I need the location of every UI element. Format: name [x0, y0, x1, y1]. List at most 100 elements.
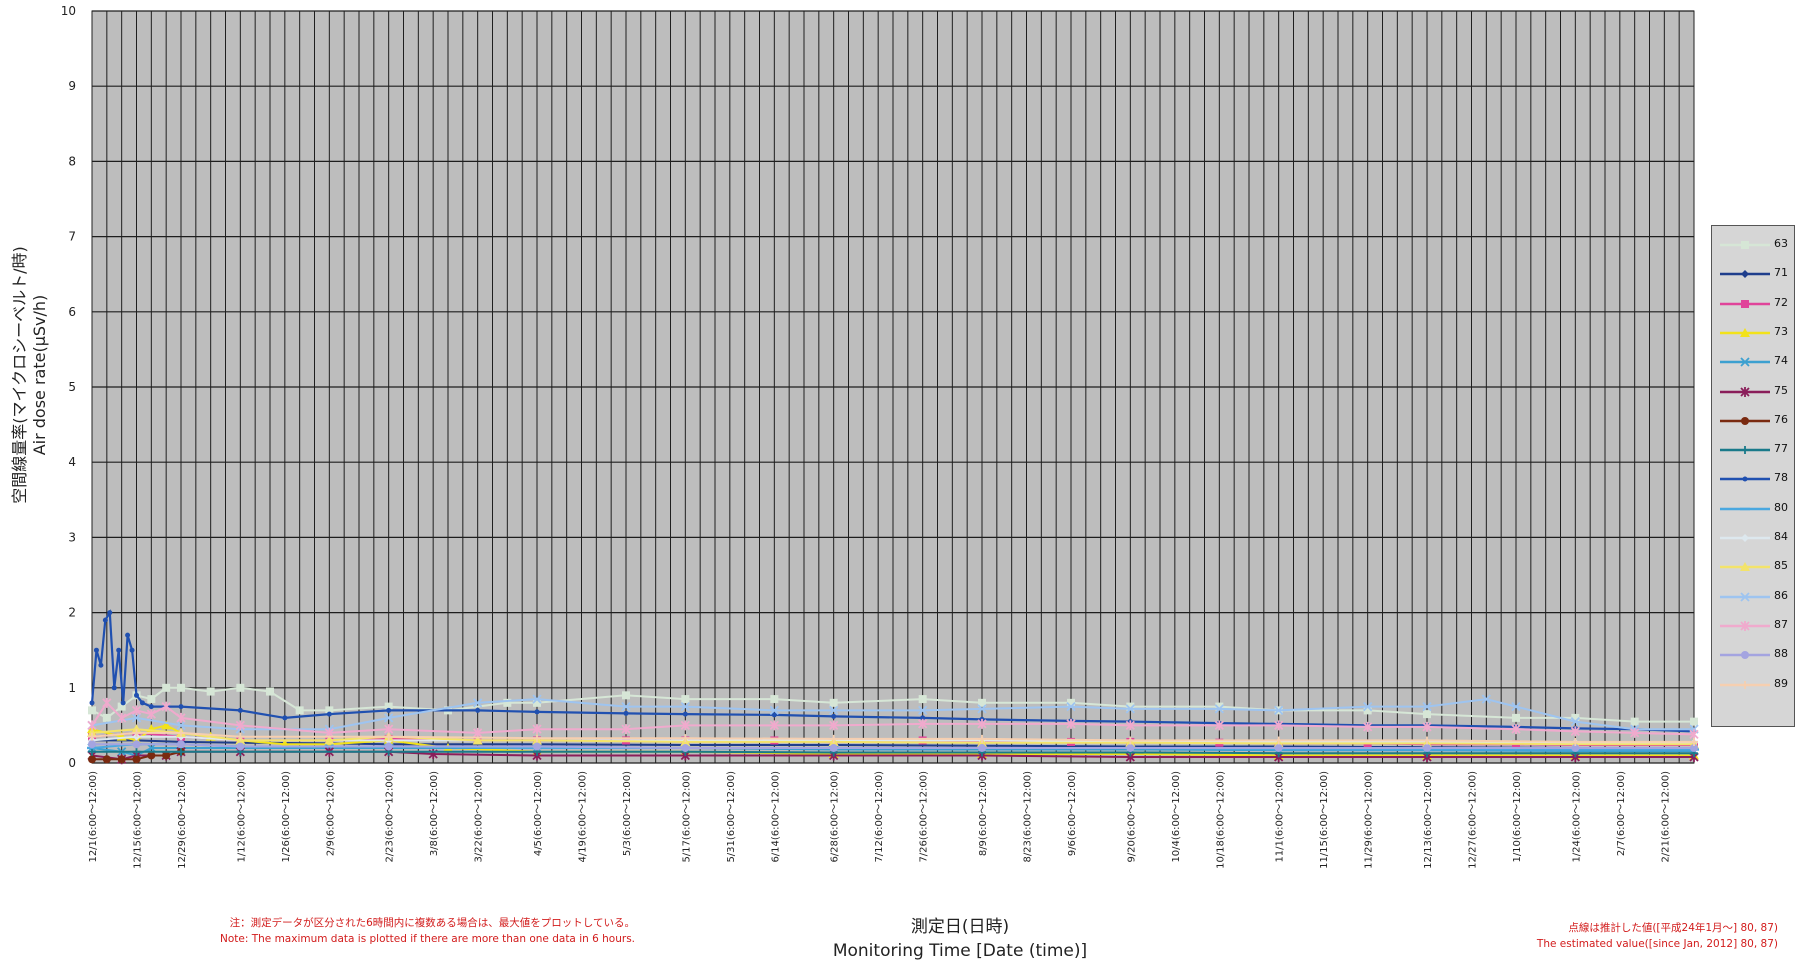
legend-item-71: 71 [1712, 260, 1794, 288]
legend-label: 77 [1774, 442, 1788, 456]
series-point-77 [132, 747, 141, 756]
series-point-86 [1125, 704, 1135, 714]
series-point-87 [146, 709, 156, 720]
y-tick-label: 4 [68, 455, 76, 469]
legend-label: 84 [1774, 530, 1788, 543]
series-point-63 [978, 698, 986, 707]
legend-label: 75 [1774, 383, 1788, 397]
legend-marker [1741, 416, 1749, 425]
legend-item-77: 77 [1712, 436, 1794, 464]
series-point-87 [1066, 718, 1076, 729]
series-point-86 [1274, 705, 1284, 715]
series-point-76 [117, 755, 126, 764]
series-point-87 [117, 712, 127, 723]
series-point-89 [1690, 737, 1698, 746]
x-tick-label: 4/5(6:00～12:00) [533, 771, 544, 856]
x-tick-labels: 12/1(6:00～12:00) 12/15(6:00～12:00) 12/29(6… [88, 771, 1671, 869]
series-point-78 [386, 707, 392, 713]
series-point-87 [176, 712, 186, 723]
series-point-86 [131, 713, 142, 723]
series-point-87 [1214, 720, 1224, 731]
x-tick-label: 6/14(6:00～12:00) [770, 771, 781, 863]
legend-marker [1740, 620, 1750, 631]
x-tick-label: 6/28(6:00～12:00) [830, 771, 841, 863]
note-right: 点線は推計した値([平成24年1月～] 80, 87) The estimate… [1430, 920, 1778, 952]
x-tick-label: 1/26(6:00～12:00) [281, 771, 292, 863]
legend-swatch [1720, 270, 1770, 279]
series-point-89 [1423, 736, 1431, 745]
x-axis-title-en: Monitoring Time [Date (time)] [832, 941, 1088, 961]
legend-item-78: 78 [1712, 465, 1794, 493]
legend-swatch [1720, 299, 1770, 308]
series-point-63 [1363, 706, 1372, 715]
series-point-76 [102, 755, 111, 764]
series-88 [88, 740, 1698, 752]
series-point-78 [831, 713, 837, 719]
legend-item-87: 87 [1712, 612, 1794, 640]
series-point-78 [134, 692, 139, 698]
series-point-88 [132, 740, 141, 749]
series-point-63 [266, 687, 274, 696]
series-point-85 [324, 735, 335, 745]
x-tick-label: 12/15(6:00～12:00) [133, 771, 144, 869]
y-axis-title-en: Air dose rate(μSv/h) [30, 294, 49, 456]
legend-label: 89 [1774, 676, 1788, 690]
series-point-78 [771, 712, 777, 718]
series-point-86 [769, 705, 779, 715]
series-point-63 [1067, 698, 1075, 707]
series-point-78 [282, 715, 288, 721]
series-point-88 [1126, 743, 1135, 752]
series-point-87 [918, 718, 928, 729]
series-point-87 [102, 697, 112, 708]
y-tick-label: 0 [68, 756, 76, 770]
series-point-88 [1690, 743, 1698, 752]
series-point-78 [475, 707, 481, 713]
series-point-78 [111, 685, 117, 691]
series-point-87 [1570, 726, 1580, 737]
x-tick-label: 7/26(6:00～12:00) [919, 771, 930, 863]
legend-marker [1741, 270, 1749, 279]
series-point-86 [1214, 704, 1224, 714]
legend-marker [1740, 357, 1750, 367]
series-point-78 [125, 632, 131, 638]
series-point-87 [680, 720, 690, 731]
y-tick-label: 1 [68, 681, 76, 695]
series-point-77 [177, 747, 185, 756]
legend-swatch [1720, 507, 1770, 510]
series-point-88 [829, 743, 838, 752]
series-point-63 [325, 706, 334, 715]
series-point-87 [1274, 720, 1284, 731]
series-point-78 [920, 715, 926, 721]
series-point-78 [129, 647, 135, 653]
x-tick-label: 4/19(6:00～12:00) [578, 771, 589, 863]
series-point-63 [102, 713, 111, 722]
legend-item-89: 89 [1712, 671, 1794, 699]
series-point-63 [918, 695, 927, 704]
series-point-89 [1274, 736, 1283, 745]
legend-marker [1740, 507, 1750, 510]
series-point-63 [295, 706, 304, 715]
series-point-88 [1274, 743, 1283, 752]
legend: 63 71 72 73 74 75 76 77 78 80 84 85 86 87 88 89 [1711, 225, 1795, 727]
series-point-63 [681, 695, 690, 704]
legend-marker [1741, 299, 1749, 308]
legend-swatch [1720, 241, 1770, 249]
legend-item-73: 73 [1712, 319, 1794, 347]
series-point-63 [1512, 713, 1520, 722]
series-point-89 [1126, 736, 1135, 745]
series-point-87 [1689, 729, 1699, 740]
legend-label: 74 [1774, 354, 1788, 368]
series-point-86 [680, 701, 690, 712]
series-point-86 [1066, 701, 1076, 712]
legend-marker [1742, 476, 1748, 482]
series-point-76 [88, 755, 96, 764]
legend-swatch [1720, 562, 1770, 572]
series-point-85 [87, 727, 97, 737]
series-point-87 [161, 701, 171, 712]
series-point-63 [147, 695, 156, 704]
series-point-78 [98, 662, 104, 668]
legend-marker [1741, 534, 1749, 542]
legend-swatch [1720, 446, 1770, 455]
series-point-87 [769, 720, 779, 731]
series-point-63 [117, 702, 126, 711]
